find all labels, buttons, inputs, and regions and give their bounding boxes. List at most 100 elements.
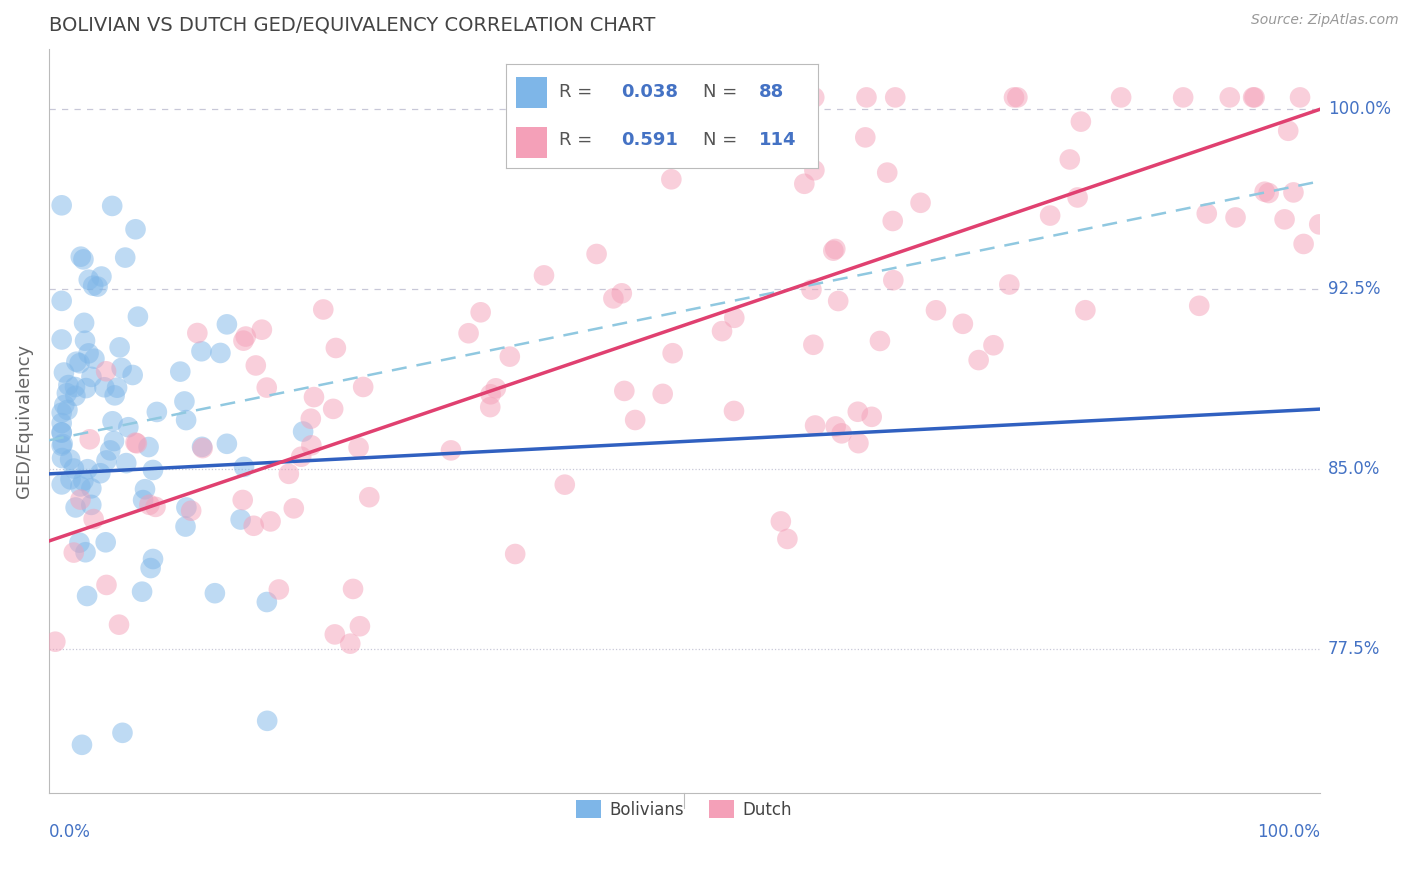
- Point: [250, 323, 273, 337]
- Point: [180, 504, 202, 518]
- Point: [70, 738, 93, 752]
- Point: [1257, 186, 1279, 200]
- Point: [457, 326, 479, 341]
- Point: [115, 456, 138, 470]
- Point: [533, 268, 555, 283]
- Point: [58, 378, 80, 392]
- Point: [127, 310, 149, 324]
- Point: [98, 443, 121, 458]
- Point: [793, 177, 815, 191]
- Point: [96, 578, 118, 592]
- Point: [256, 595, 278, 609]
- Point: [800, 283, 823, 297]
- Point: [44, 634, 66, 648]
- Point: [125, 436, 148, 450]
- Point: [131, 584, 153, 599]
- Point: [769, 515, 792, 529]
- Point: [876, 166, 898, 180]
- Point: [884, 90, 907, 104]
- Point: [256, 714, 278, 728]
- Point: [659, 172, 682, 186]
- Point: [723, 404, 745, 418]
- Point: [94, 535, 117, 549]
- Point: [256, 381, 278, 395]
- Point: [108, 617, 131, 632]
- Point: [77, 346, 100, 360]
- Point: [824, 242, 846, 256]
- Point: [75, 545, 97, 559]
- Point: [848, 436, 870, 450]
- Point: [1277, 124, 1299, 138]
- Point: [232, 334, 254, 348]
- Point: [121, 368, 143, 382]
- Point: [882, 273, 904, 287]
- Point: [831, 426, 853, 441]
- Point: [67, 535, 90, 549]
- Point: [63, 380, 86, 394]
- Point: [299, 411, 322, 425]
- Point: [138, 498, 160, 512]
- Point: [801, 338, 824, 352]
- Point: [51, 439, 73, 453]
- Point: [76, 589, 98, 603]
- Point: [1059, 153, 1081, 167]
- Point: [215, 318, 238, 332]
- Point: [499, 350, 522, 364]
- Point: [72, 252, 94, 267]
- Point: [69, 250, 91, 264]
- Point: [51, 477, 73, 491]
- Text: 100.0%: 100.0%: [1257, 823, 1320, 841]
- Point: [69, 356, 91, 370]
- Point: [69, 492, 91, 507]
- Point: [1074, 303, 1097, 318]
- Point: [101, 414, 124, 428]
- Text: 0.0%: 0.0%: [49, 823, 91, 841]
- Point: [846, 405, 869, 419]
- Point: [352, 380, 374, 394]
- Point: [51, 451, 73, 466]
- Point: [342, 582, 364, 596]
- Point: [65, 500, 87, 515]
- Point: [245, 359, 267, 373]
- Point: [51, 416, 73, 430]
- Point: [72, 474, 94, 488]
- Point: [242, 518, 264, 533]
- Text: BOLIVIAN VS DUTCH GED/EQUIVALENCY CORRELATION CHART: BOLIVIAN VS DUTCH GED/EQUIVALENCY CORREL…: [49, 15, 655, 34]
- Point: [803, 163, 825, 178]
- Point: [174, 519, 197, 533]
- Point: [855, 90, 877, 104]
- Point: [339, 637, 361, 651]
- Point: [1219, 90, 1241, 104]
- Point: [132, 493, 155, 508]
- Point: [634, 133, 657, 147]
- Point: [56, 403, 79, 417]
- Point: [76, 462, 98, 476]
- Point: [108, 340, 131, 354]
- Y-axis label: GED/Equivalency: GED/Equivalency: [15, 344, 32, 498]
- Point: [925, 303, 948, 318]
- Point: [233, 459, 256, 474]
- Point: [174, 413, 197, 427]
- Point: [277, 467, 299, 481]
- Point: [1274, 212, 1296, 227]
- Point: [711, 324, 734, 338]
- Point: [1188, 299, 1211, 313]
- Point: [90, 269, 112, 284]
- Point: [323, 627, 346, 641]
- Point: [585, 247, 607, 261]
- Point: [554, 477, 576, 491]
- Point: [479, 400, 502, 414]
- Point: [1292, 236, 1315, 251]
- Point: [80, 370, 103, 384]
- Point: [73, 334, 96, 348]
- Point: [94, 364, 117, 378]
- Point: [983, 338, 1005, 352]
- Legend: Bolivians, Dutch: Bolivians, Dutch: [569, 794, 799, 825]
- Point: [62, 545, 84, 559]
- Point: [191, 441, 214, 455]
- Point: [101, 199, 124, 213]
- Point: [124, 435, 146, 450]
- Point: [610, 286, 633, 301]
- Point: [860, 409, 883, 424]
- Point: [322, 401, 344, 416]
